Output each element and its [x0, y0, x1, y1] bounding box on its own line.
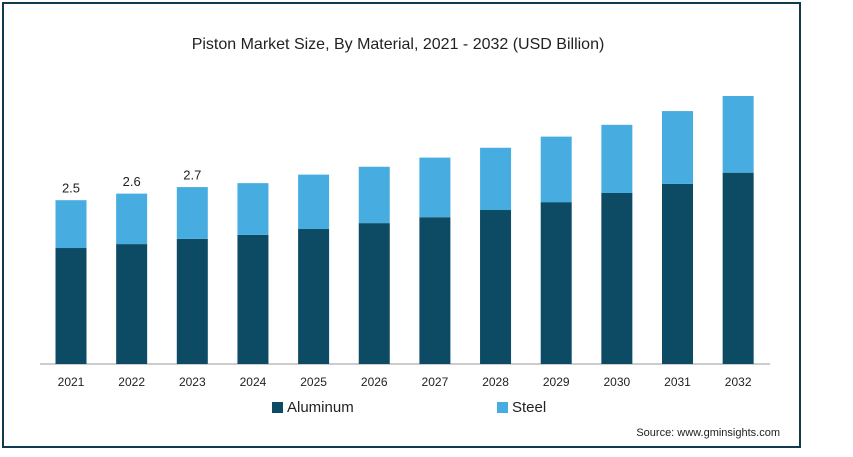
bar-segment	[480, 210, 512, 364]
chart-title: Piston Market Size, By Material, 2021 - …	[192, 36, 605, 53]
bar-segment	[601, 192, 633, 364]
bar-segment	[298, 229, 330, 364]
bar-segment	[601, 124, 633, 193]
total-label: 2.5	[62, 181, 80, 196]
x-tick-label: 2022	[118, 375, 145, 389]
bar-segment	[55, 200, 87, 249]
bar-segment	[480, 147, 512, 211]
legend-label: Steel	[512, 399, 546, 416]
bar-segment	[419, 157, 451, 218]
x-tick-label: 2025	[300, 375, 327, 389]
x-tick-label: 2024	[240, 375, 267, 389]
x-tick-label: 2028	[482, 375, 509, 389]
bar-segment	[662, 183, 693, 364]
x-tick-label: 2030	[603, 375, 630, 389]
bar-segment	[116, 193, 148, 245]
bar-segment	[722, 172, 754, 364]
bar-segment	[358, 166, 390, 224]
bar-segment	[176, 187, 208, 239]
x-tick-label: 2021	[58, 375, 85, 389]
bar-segment	[116, 244, 148, 364]
bar-segment	[298, 174, 330, 230]
x-tick-label: 2029	[543, 375, 570, 389]
total-label: 2.6	[123, 174, 141, 189]
x-tick-label: 2032	[725, 375, 752, 389]
bar-segment	[540, 202, 572, 364]
bar-segment	[540, 136, 572, 203]
x-tick-label: 2026	[361, 375, 388, 389]
bar-segment	[176, 238, 208, 364]
legend-swatch	[497, 402, 508, 413]
bar-segment	[419, 217, 451, 364]
x-tick-label: 2027	[422, 375, 449, 389]
bar-segment	[237, 183, 269, 235]
bar-segment	[358, 223, 390, 364]
bar-segment	[237, 234, 269, 364]
legend-label: Aluminum	[287, 399, 354, 416]
bar-segment	[662, 111, 693, 184]
bar-segment	[55, 248, 87, 364]
bar-segment	[722, 96, 754, 173]
legend-swatch	[272, 402, 283, 413]
x-tick-label: 2031	[664, 375, 691, 389]
source: Source: www.gminsights.com	[636, 427, 780, 439]
total-label: 2.7	[183, 168, 201, 183]
x-tick-label: 2023	[179, 375, 206, 389]
